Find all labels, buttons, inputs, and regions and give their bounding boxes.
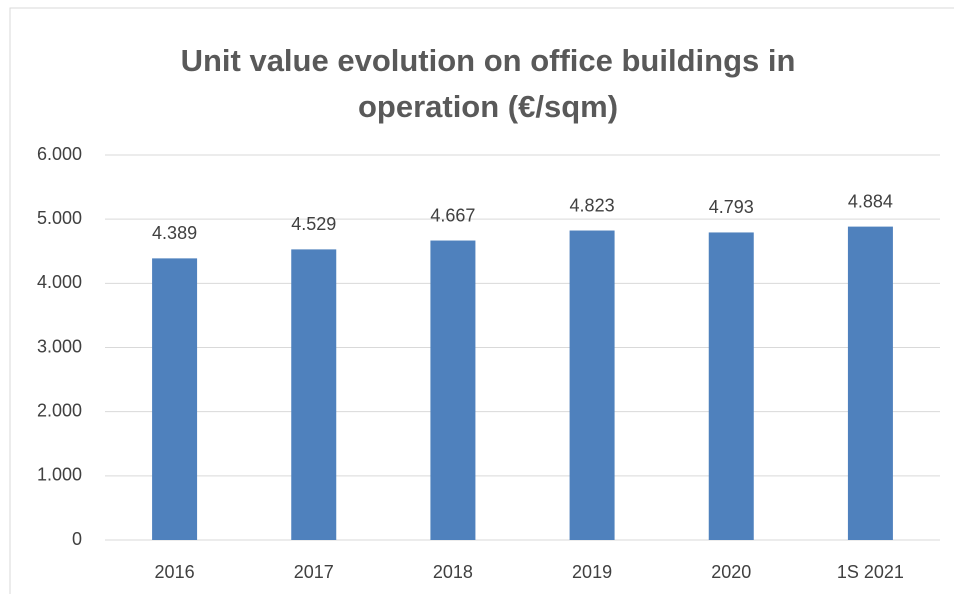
bar — [291, 249, 337, 540]
y-tick-label: 1.000 — [37, 465, 82, 485]
x-tick-label: 2020 — [711, 562, 751, 582]
data-label: 4.884 — [848, 191, 893, 211]
x-tick-label: 2017 — [294, 562, 334, 582]
y-tick-label: 2.000 — [37, 400, 82, 420]
chart-title: Unit value evolution on office buildings… — [180, 43, 796, 124]
y-tick-label: 5.000 — [37, 208, 82, 228]
y-tick-label: 3.000 — [37, 336, 82, 356]
y-tick-label: 6.000 — [37, 144, 82, 164]
x-tick-label: 1S 2021 — [837, 562, 904, 582]
y-tick-label: 0 — [72, 529, 82, 549]
bar — [569, 230, 615, 540]
y-tick-label: 4.000 — [37, 272, 82, 292]
x-tick-label: 2016 — [155, 562, 195, 582]
data-label: 4.823 — [570, 195, 615, 215]
chart-border — [9, 7, 954, 594]
bar — [430, 240, 476, 540]
x-tick-label: 2019 — [572, 562, 612, 582]
data-label: 4.667 — [430, 205, 475, 225]
x-tick-label: 2018 — [433, 562, 473, 582]
bar — [708, 232, 754, 541]
data-label: 4.529 — [291, 214, 336, 234]
bar — [847, 226, 893, 541]
bar — [152, 258, 198, 540]
data-label: 4.793 — [709, 197, 754, 217]
data-label: 4.389 — [152, 223, 197, 243]
